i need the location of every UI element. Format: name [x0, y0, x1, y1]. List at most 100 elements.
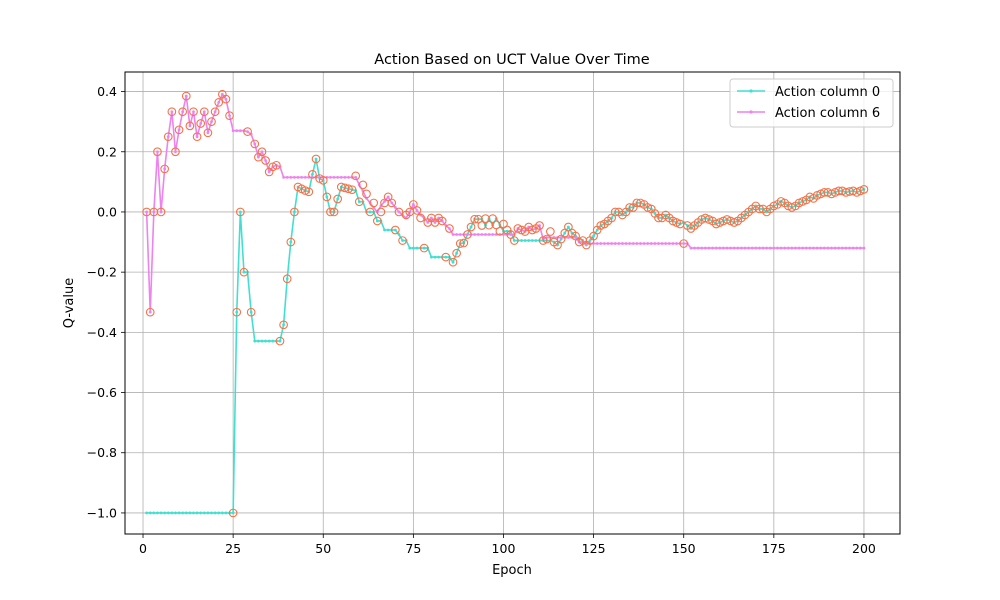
- highlight-marker: [437, 216, 447, 226]
- highlight-marker: [459, 238, 469, 248]
- highlight-marker: [333, 194, 343, 204]
- highlight-marker: [257, 147, 267, 157]
- data-point-action-column-6: [336, 175, 340, 179]
- data-point-action-column-6: [750, 246, 754, 250]
- data-point-action-column-6: [264, 159, 267, 162]
- data-point-action-column-0: [530, 239, 534, 242]
- highlight-marker: [859, 185, 869, 194]
- data-point-action-column-0: [422, 246, 426, 250]
- data-point-action-column-6: [819, 246, 823, 250]
- x-tick-label: 125: [582, 541, 606, 556]
- data-point-action-column-0: [159, 511, 163, 515]
- data-point-action-column-6: [289, 175, 293, 179]
- data-point-action-column-6: [458, 233, 462, 236]
- data-point-action-column-0: [199, 511, 203, 515]
- highlight-marker: [535, 221, 544, 230]
- data-point-action-column-0: [368, 210, 372, 214]
- data-point-action-column-0: [429, 255, 433, 259]
- highlight-marker: [239, 267, 249, 277]
- data-point-action-column-6: [718, 246, 722, 250]
- data-point-action-column-6: [260, 150, 264, 154]
- y-tick-label: 0.0: [97, 204, 117, 219]
- data-point-action-column-6: [628, 242, 632, 245]
- data-point-action-column-6: [184, 94, 188, 98]
- data-point-action-column-6: [822, 246, 826, 250]
- highlight-marker: [387, 198, 397, 208]
- data-point-action-column-6: [300, 175, 304, 179]
- highlight-marker: [351, 171, 361, 181]
- data-point-action-column-0: [242, 270, 246, 274]
- data-point-action-column-6: [451, 233, 455, 236]
- data-point-action-column-6: [566, 236, 570, 239]
- data-point-action-column-6: [231, 129, 235, 133]
- data-point-action-column-0: [235, 310, 239, 314]
- data-point-action-column-6: [159, 210, 163, 214]
- data-point-action-column-0: [289, 240, 293, 244]
- highlight-marker: [210, 107, 220, 117]
- data-point-action-column-6: [246, 130, 249, 133]
- highlight-marker: [354, 197, 364, 207]
- data-point-action-column-0: [433, 255, 437, 259]
- data-point-action-column-6: [815, 246, 819, 250]
- data-point-action-column-6: [303, 175, 307, 179]
- data-point-action-column-6: [224, 97, 228, 101]
- data-point-action-column-6: [354, 175, 358, 179]
- highlight-marker: [214, 98, 224, 107]
- data-point-action-column-0: [217, 511, 221, 515]
- highlight-marker: [246, 307, 256, 317]
- y-axis-label: Q-value: [62, 278, 77, 328]
- data-point-action-column-0: [336, 197, 340, 201]
- data-point-action-column-6: [739, 246, 743, 250]
- data-point-action-column-6: [617, 242, 621, 245]
- data-point-action-column-6: [858, 246, 862, 250]
- highlight-marker: [445, 224, 454, 233]
- x-axis-ticks: 0 25 50 75 100 125 150 175 200: [139, 534, 876, 556]
- data-point-action-column-6: [192, 110, 195, 114]
- data-point-action-column-0: [249, 310, 253, 314]
- data-point-action-column-6: [660, 242, 664, 245]
- y-tick-label: −0.4: [87, 325, 117, 340]
- data-point-action-column-6: [574, 236, 577, 239]
- chart-title: Action Based on UCT Value Over Time: [374, 52, 649, 68]
- highlight-marker: [470, 214, 480, 224]
- y-tick-label: −0.6: [87, 385, 117, 400]
- highlight-marker: [156, 207, 166, 217]
- data-point-action-column-6: [339, 175, 343, 179]
- data-point-action-column-6: [732, 246, 736, 250]
- highlight-marker: [235, 207, 245, 217]
- highlight-marker: [178, 107, 188, 117]
- data-point-action-column-0: [148, 511, 152, 515]
- highlight-marker: [171, 147, 180, 157]
- y-tick-label: −0.2: [87, 265, 117, 280]
- data-point-action-column-0: [188, 511, 192, 515]
- data-point-action-column-6: [700, 246, 704, 250]
- data-point-action-column-6: [613, 242, 617, 245]
- data-point-action-column-6: [267, 170, 271, 174]
- data-point-action-column-6: [765, 246, 769, 250]
- highlight-marker: [228, 508, 238, 518]
- data-point-action-column-6: [181, 110, 185, 114]
- data-point-action-column-6: [754, 246, 758, 250]
- data-point-action-column-0: [408, 246, 412, 250]
- data-point-action-column-6: [347, 175, 350, 179]
- data-point-action-column-6: [285, 175, 289, 179]
- highlight-marker: [455, 239, 465, 248]
- data-point-action-column-0: [375, 219, 379, 223]
- highlight-marker: [300, 186, 310, 195]
- data-point-action-column-6: [833, 246, 837, 250]
- plot-frame: [124, 71, 901, 535]
- highlight-marker: [463, 230, 472, 239]
- data-point-action-column-6: [639, 242, 642, 245]
- data-point-action-column-0: [224, 511, 228, 515]
- data-point-action-column-0: [512, 239, 516, 242]
- data-point-action-column-0: [253, 339, 257, 343]
- x-tick-label: 100: [492, 541, 516, 556]
- data-point-action-column-6: [148, 310, 152, 314]
- highlight-marker: [412, 206, 422, 215]
- data-point-action-column-0: [357, 200, 361, 204]
- highlight-marker: [318, 176, 328, 185]
- data-point-action-column-6: [768, 246, 772, 250]
- data-point-action-column-6: [199, 122, 203, 125]
- data-point-action-column-6: [177, 128, 181, 132]
- highlight-marker: [207, 117, 216, 127]
